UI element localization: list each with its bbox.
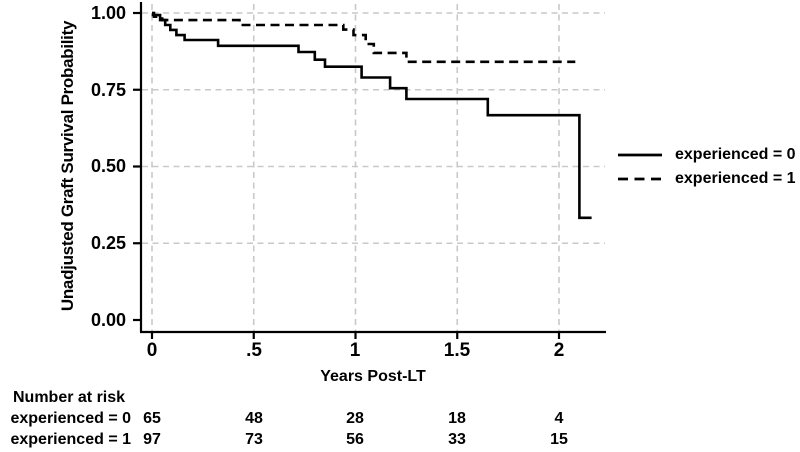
x-tick-label-2: 2	[553, 340, 565, 361]
risk-row-label-experienced-0: experienced = 0	[10, 410, 131, 427]
legend-line-dashed-icon	[618, 177, 662, 180]
risk-table-title: Number at risk	[13, 389, 126, 406]
x-tick-label-1: 1	[349, 340, 361, 361]
risk-count: 4	[554, 410, 564, 427]
risk-count: 65	[143, 410, 161, 427]
legend-item-experienced-0: experienced = 0	[617, 146, 796, 163]
y-tick-label-050: 0.50	[90, 156, 126, 176]
y-tick-label-000: 0.00	[90, 310, 126, 330]
legend-label: experienced = 1	[675, 170, 796, 187]
survival-curve-experienced-1	[152, 11, 576, 64]
legend-item-experienced-1: experienced = 1	[617, 170, 796, 187]
x-axis-title: Years Post-LT	[320, 368, 426, 385]
risk-count: 56	[346, 431, 364, 448]
risk-row-label-experienced-1: experienced = 1	[10, 431, 131, 448]
y-axis-title: Unadjusted Graft Survival Probability	[58, 20, 77, 312]
risk-count: 28	[346, 410, 364, 427]
x-tick-label-05: .5	[246, 340, 262, 361]
risk-count: 18	[448, 410, 466, 427]
y-tick-label-025: 0.25	[90, 233, 126, 253]
risk-count: 15	[550, 431, 568, 448]
risk-count: 48	[245, 410, 263, 427]
legend-line-solid-icon	[618, 153, 662, 156]
x-tick-label-15: 1.5	[443, 340, 471, 361]
risk-count: 33	[448, 431, 466, 448]
y-tick-label-075: 0.75	[90, 80, 126, 100]
risk-count: 97	[143, 431, 161, 448]
x-tick-label-0: 0	[146, 340, 158, 361]
y-tick-label-100: 1.00	[90, 3, 126, 23]
legend-label: experienced = 0	[675, 146, 796, 163]
risk-count: 73	[245, 431, 263, 448]
